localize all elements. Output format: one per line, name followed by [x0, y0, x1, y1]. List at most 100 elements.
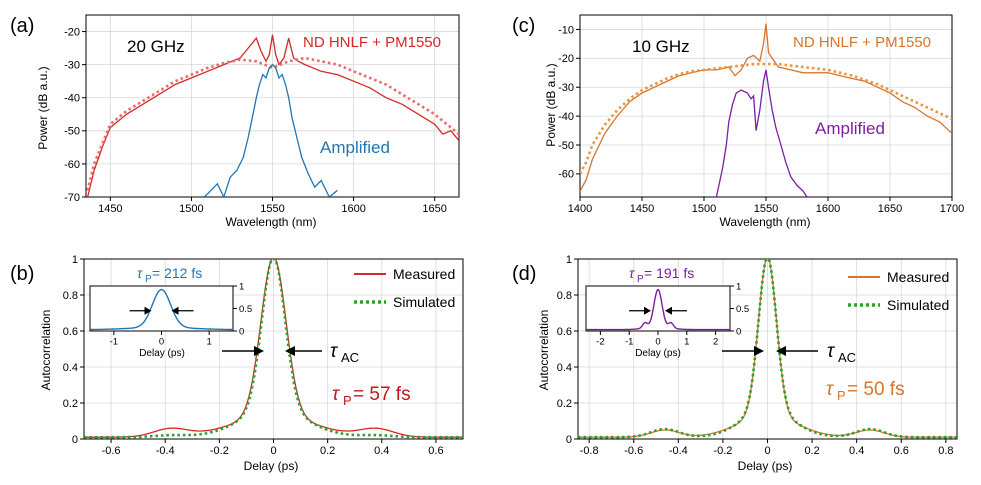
series-measured — [578, 259, 957, 438]
legend-measured-d: Measured — [887, 269, 949, 285]
x-tick-label: 1650 — [878, 203, 902, 215]
tau-p-symbol-b: τ — [332, 384, 341, 405]
x-tick-label: -0.8 — [580, 445, 599, 457]
panel-label-b: (b) — [10, 263, 34, 285]
legend-b: Measured Simulated — [354, 266, 455, 310]
x-axis-label-b: Delay (ps) — [244, 459, 299, 473]
x-tick-label: 0 — [159, 337, 164, 348]
tau-p-sub-b: P — [343, 393, 352, 408]
panel-label-c: (c) — [512, 15, 535, 37]
x-tick-label: -1 — [625, 337, 633, 348]
tau-p-annotation-d: τ P = 50 fs — [826, 379, 905, 403]
tau-p-value-d: = 50 fs — [847, 379, 905, 400]
arrowhead-right-b — [285, 346, 295, 356]
x-tick-label: 1550 — [260, 203, 284, 215]
tau-ac-annotation-d: τ AC — [722, 341, 856, 365]
x-tick-label: 1600 — [341, 203, 365, 215]
inset-background — [586, 286, 730, 331]
amplified-label-c: Amplified — [815, 119, 885, 138]
tau-p-value-b: = 57 fs — [353, 384, 411, 405]
series-group — [580, 23, 952, 197]
panel-label-a: (a) — [10, 15, 34, 37]
tau-ac-sub-b: AC — [341, 350, 359, 365]
tau-ac-sub-d: AC — [838, 350, 856, 365]
inset-tau-value-d: = 191 fs — [644, 265, 694, 281]
y-tick-label: 0.5 — [239, 304, 252, 315]
series-nd-hnlf-pm1550-simulated — [86, 56, 459, 191]
inset-x-label-d: Delay (ps) — [635, 348, 681, 359]
y-tick-label: -60 — [558, 169, 574, 181]
series-measured — [84, 259, 463, 438]
y-tick-label: 0.8 — [63, 290, 78, 302]
inset-series-group — [586, 288, 730, 331]
legend-d: Measured Simulated — [848, 269, 949, 313]
x-tick-label: 1700 — [940, 203, 964, 215]
series-group — [86, 34, 459, 197]
y-tick-label: -40 — [558, 111, 574, 123]
series-group — [84, 259, 463, 439]
inset-pulse-trace — [586, 288, 730, 331]
inset-arrowhead-left — [144, 306, 152, 315]
series-group — [578, 259, 957, 439]
tau-p-annotation-b: τ P = 57 fs — [332, 384, 411, 408]
x-tick-label: 1 — [684, 337, 689, 348]
inset-series-group — [90, 288, 233, 331]
y-tick-label: -30 — [558, 82, 574, 94]
autocorrelation-plot-d: -0.8 -0.6 -0.4 -0.2 0 0.2 0.4 0.6 0.8 0 0.2 0.4 0.6 0… — [557, 254, 958, 457]
inset-arrowhead-right — [171, 306, 179, 315]
x-tick-label: 1650 — [422, 203, 446, 215]
spectrum-plot-c: 1400 1450 1500 1550 1600 1650 1700 -60 -50 -40 -30… — [558, 14, 964, 215]
y-tick-label: -50 — [64, 126, 80, 138]
x-tick-label: 1500 — [179, 203, 203, 215]
inset-title-b: τ P = 212 fs — [137, 265, 202, 285]
x-tick-label: 0 — [270, 445, 276, 457]
tau-ac-annotation-b: τ AC — [222, 341, 359, 365]
inset-tau-sub-d: P — [637, 274, 644, 285]
y-tick-label: 0 — [72, 434, 78, 446]
y-tick-label: 0.6 — [63, 326, 78, 338]
x-tick-label: 2 — [713, 337, 718, 348]
y-tick-label: -10 — [558, 24, 574, 36]
y-tick-label: 0.4 — [63, 362, 78, 374]
spectrum-plot-a: 1450 1500 1550 1600 1650 -70 -60 -50 -40 -30 -20 — [64, 14, 460, 215]
x-tick-label: 0 — [764, 445, 770, 457]
x-tick-label: -0.2 — [713, 445, 732, 457]
legend-simulated-b: Simulated — [393, 294, 455, 310]
y-tick-label: 0.2 — [557, 398, 572, 410]
tau-p-sub-d: P — [837, 388, 846, 403]
x-tick-label: 1450 — [98, 203, 122, 215]
x-axis-label-a: Wavelength (nm) — [226, 215, 317, 229]
x-tick-label: -1 — [110, 337, 118, 348]
x-tick-label: -0.6 — [102, 445, 121, 457]
legend-measured-b: Measured — [393, 266, 455, 282]
autocorrelation-plot-b: -0.6 -0.4 -0.2 0 0.2 0.4 0.6 0 0.2 0.4 0.6 0.8 1 — [63, 254, 464, 457]
x-axis-label-d: Delay (ps) — [738, 459, 793, 473]
x-tick-label: -0.4 — [156, 445, 175, 457]
x-tick-label: 1500 — [692, 203, 716, 215]
x-tick-label: 0.4 — [849, 445, 864, 457]
y-tick-label: 1 — [736, 281, 741, 292]
y-tick-label: 0.4 — [557, 362, 572, 374]
inset-tau-symbol-b: τ — [137, 265, 143, 281]
tau-ac-symbol-b: τ — [330, 341, 339, 362]
y-axis-label-a: Power (dB a.u.) — [36, 66, 50, 149]
amplified-label-a: Amplified — [320, 138, 390, 157]
inset-x-label-b: Delay (ps) — [139, 348, 185, 359]
y-tick-label: 1 — [72, 254, 78, 266]
inset-plot-d: -2 -1 0 1 2 0 0.5 1 — [585, 281, 749, 348]
series-nd-hnlf-pm1550-measured — [580, 23, 952, 192]
y-tick-label: -20 — [64, 26, 80, 38]
x-tick-label: -0.2 — [210, 445, 229, 457]
y-tick-label: -40 — [64, 93, 80, 105]
y-tick-label: 0 — [566, 434, 572, 446]
inset-tau-sub-b: P — [145, 274, 152, 285]
y-tick-label: -70 — [64, 192, 80, 204]
top-trace-label-a: ND HNLF + PM1550 — [303, 34, 441, 51]
inset-arrowhead-left — [644, 306, 651, 315]
x-axis-label-c: Wavelength (nm) — [720, 215, 811, 229]
rate-label-a: 20 GHz — [127, 37, 185, 56]
tau-p-symbol-d: τ — [826, 379, 835, 400]
rate-label-c: 10 GHz — [632, 37, 690, 56]
inset-title-d: τ P = 191 fs — [629, 265, 694, 285]
